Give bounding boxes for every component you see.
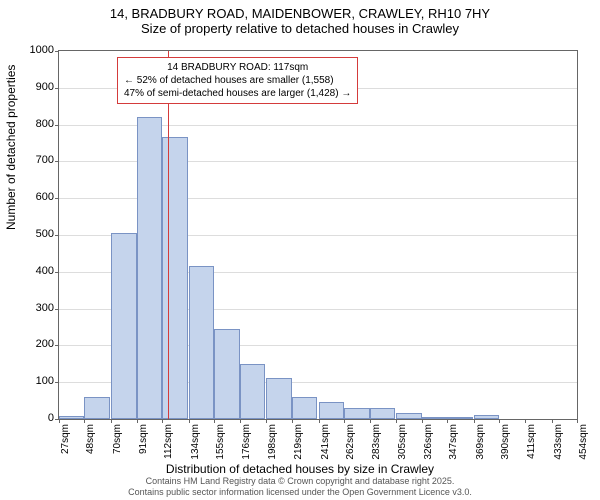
ytick-mark [55, 198, 59, 199]
xtick-label: 241sqm [320, 424, 331, 464]
xtick-mark [552, 419, 553, 423]
annotation-line2: ← 52% of detached houses are smaller (1,… [124, 74, 351, 87]
chart-title-line2: Size of property relative to detached ho… [0, 21, 600, 36]
ytick-mark [55, 345, 59, 346]
xtick-label: 262sqm [345, 424, 356, 464]
xtick-label: 27sqm [60, 424, 71, 464]
histogram-bar [189, 266, 214, 419]
ytick-label: 900 [14, 81, 54, 93]
xtick-mark [292, 419, 293, 423]
footer-line2: Contains public sector information licen… [0, 487, 600, 498]
reference-annotation-box: 14 BRADBURY ROAD: 117sqm ← 52% of detach… [117, 57, 358, 104]
xtick-mark [319, 419, 320, 423]
xtick-label: 112sqm [163, 424, 174, 464]
xtick-mark [266, 419, 267, 423]
ytick-label: 500 [14, 228, 54, 240]
histogram-bar [344, 408, 369, 419]
ytick-mark [55, 235, 59, 236]
ytick-label: 600 [14, 191, 54, 203]
histogram-bar [447, 417, 472, 419]
ytick-mark [55, 88, 59, 89]
chart-title-line1: 14, BRADBURY ROAD, MAIDENBOWER, CRAWLEY,… [0, 6, 600, 21]
footer-attribution: Contains HM Land Registry data © Crown c… [0, 476, 600, 498]
ytick-label: 800 [14, 118, 54, 130]
ytick-label: 1000 [14, 44, 54, 56]
histogram-bar [370, 408, 395, 419]
xtick-label: 454sqm [578, 424, 589, 464]
histogram-bar [266, 378, 291, 419]
xtick-mark [447, 419, 448, 423]
xtick-mark [240, 419, 241, 423]
histogram-bar [422, 417, 447, 419]
histogram-bar [292, 397, 317, 419]
ytick-label: 700 [14, 154, 54, 166]
xtick-mark [577, 419, 578, 423]
histogram-bar [396, 413, 421, 419]
histogram-bar [214, 329, 239, 419]
ytick-mark [55, 309, 59, 310]
histogram-bar [84, 397, 109, 419]
xtick-label: 369sqm [475, 424, 486, 464]
xtick-mark [84, 419, 85, 423]
chart-plot-area: 14 BRADBURY ROAD: 117sqm ← 52% of detach… [58, 50, 578, 420]
ytick-label: 200 [14, 338, 54, 350]
ytick-label: 0 [14, 412, 54, 424]
xtick-label: 48sqm [85, 424, 96, 464]
histogram-bar [162, 137, 187, 419]
xtick-mark [111, 419, 112, 423]
xtick-mark [59, 419, 60, 423]
annotation-line3: 47% of semi-detached houses are larger (… [124, 87, 351, 100]
xtick-label: 176sqm [241, 424, 252, 464]
xtick-mark [396, 419, 397, 423]
xtick-mark [137, 419, 138, 423]
ytick-mark [55, 382, 59, 383]
ytick-mark [55, 51, 59, 52]
xtick-mark [344, 419, 345, 423]
xtick-label: 134sqm [190, 424, 201, 464]
xtick-label: 70sqm [112, 424, 123, 464]
xtick-label: 198sqm [267, 424, 278, 464]
xtick-label: 326sqm [423, 424, 434, 464]
xtick-label: 155sqm [215, 424, 226, 464]
histogram-bar [59, 416, 84, 419]
xtick-label: 91sqm [138, 424, 149, 464]
xtick-label: 411sqm [526, 424, 537, 464]
histogram-bar [111, 233, 136, 419]
ytick-mark [55, 272, 59, 273]
histogram-bar [240, 364, 265, 419]
xtick-mark [499, 419, 500, 423]
xtick-mark [162, 419, 163, 423]
histogram-bar [319, 402, 344, 419]
reference-line [168, 51, 169, 419]
xtick-label: 219sqm [293, 424, 304, 464]
xtick-mark [422, 419, 423, 423]
ytick-label: 100 [14, 375, 54, 387]
histogram-bar [137, 117, 162, 419]
xtick-mark [525, 419, 526, 423]
xtick-label: 433sqm [553, 424, 564, 464]
xtick-label: 305sqm [397, 424, 408, 464]
xtick-label: 390sqm [500, 424, 511, 464]
histogram-bar [474, 415, 499, 419]
annotation-line1: 14 BRADBURY ROAD: 117sqm [124, 61, 351, 74]
xtick-mark [214, 419, 215, 423]
xtick-mark [370, 419, 371, 423]
xtick-mark [474, 419, 475, 423]
xtick-mark [189, 419, 190, 423]
ytick-label: 300 [14, 302, 54, 314]
ytick-mark [55, 161, 59, 162]
ytick-label: 400 [14, 265, 54, 277]
footer-line1: Contains HM Land Registry data © Crown c… [0, 476, 600, 487]
xtick-label: 347sqm [448, 424, 459, 464]
xtick-label: 283sqm [371, 424, 382, 464]
x-axis-label: Distribution of detached houses by size … [0, 462, 600, 476]
ytick-mark [55, 125, 59, 126]
